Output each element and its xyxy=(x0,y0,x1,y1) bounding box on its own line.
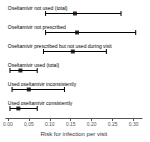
svg-text:Used oseltamivir inconsistentl: Used oseltamivir inconsistently xyxy=(8,81,77,87)
svg-text:Used oseltamivir consistently: Used oseltamivir consistently xyxy=(8,100,73,106)
svg-text:Oseltamivir not used (total): Oseltamivir not used (total) xyxy=(8,5,68,11)
svg-text:Oseltamivir not prescribed: Oseltamivir not prescribed xyxy=(8,24,66,30)
svg-text:0.00: 0.00 xyxy=(3,121,13,127)
svg-text:Oseltamivir prescribed but not: Oseltamivir prescribed but not used duri… xyxy=(8,43,113,49)
svg-text:0.10: 0.10 xyxy=(45,121,55,127)
svg-text:0.20: 0.20 xyxy=(87,121,97,127)
svg-text:0.05: 0.05 xyxy=(24,121,34,127)
svg-text:0.25: 0.25 xyxy=(108,121,118,127)
svg-text:Risk for infection per visit: Risk for infection per visit xyxy=(41,131,108,137)
svg-text:Oseltamivir used (total): Oseltamivir used (total) xyxy=(8,62,60,68)
svg-text:0.30: 0.30 xyxy=(129,121,139,127)
svg-text:0.15: 0.15 xyxy=(66,121,76,127)
